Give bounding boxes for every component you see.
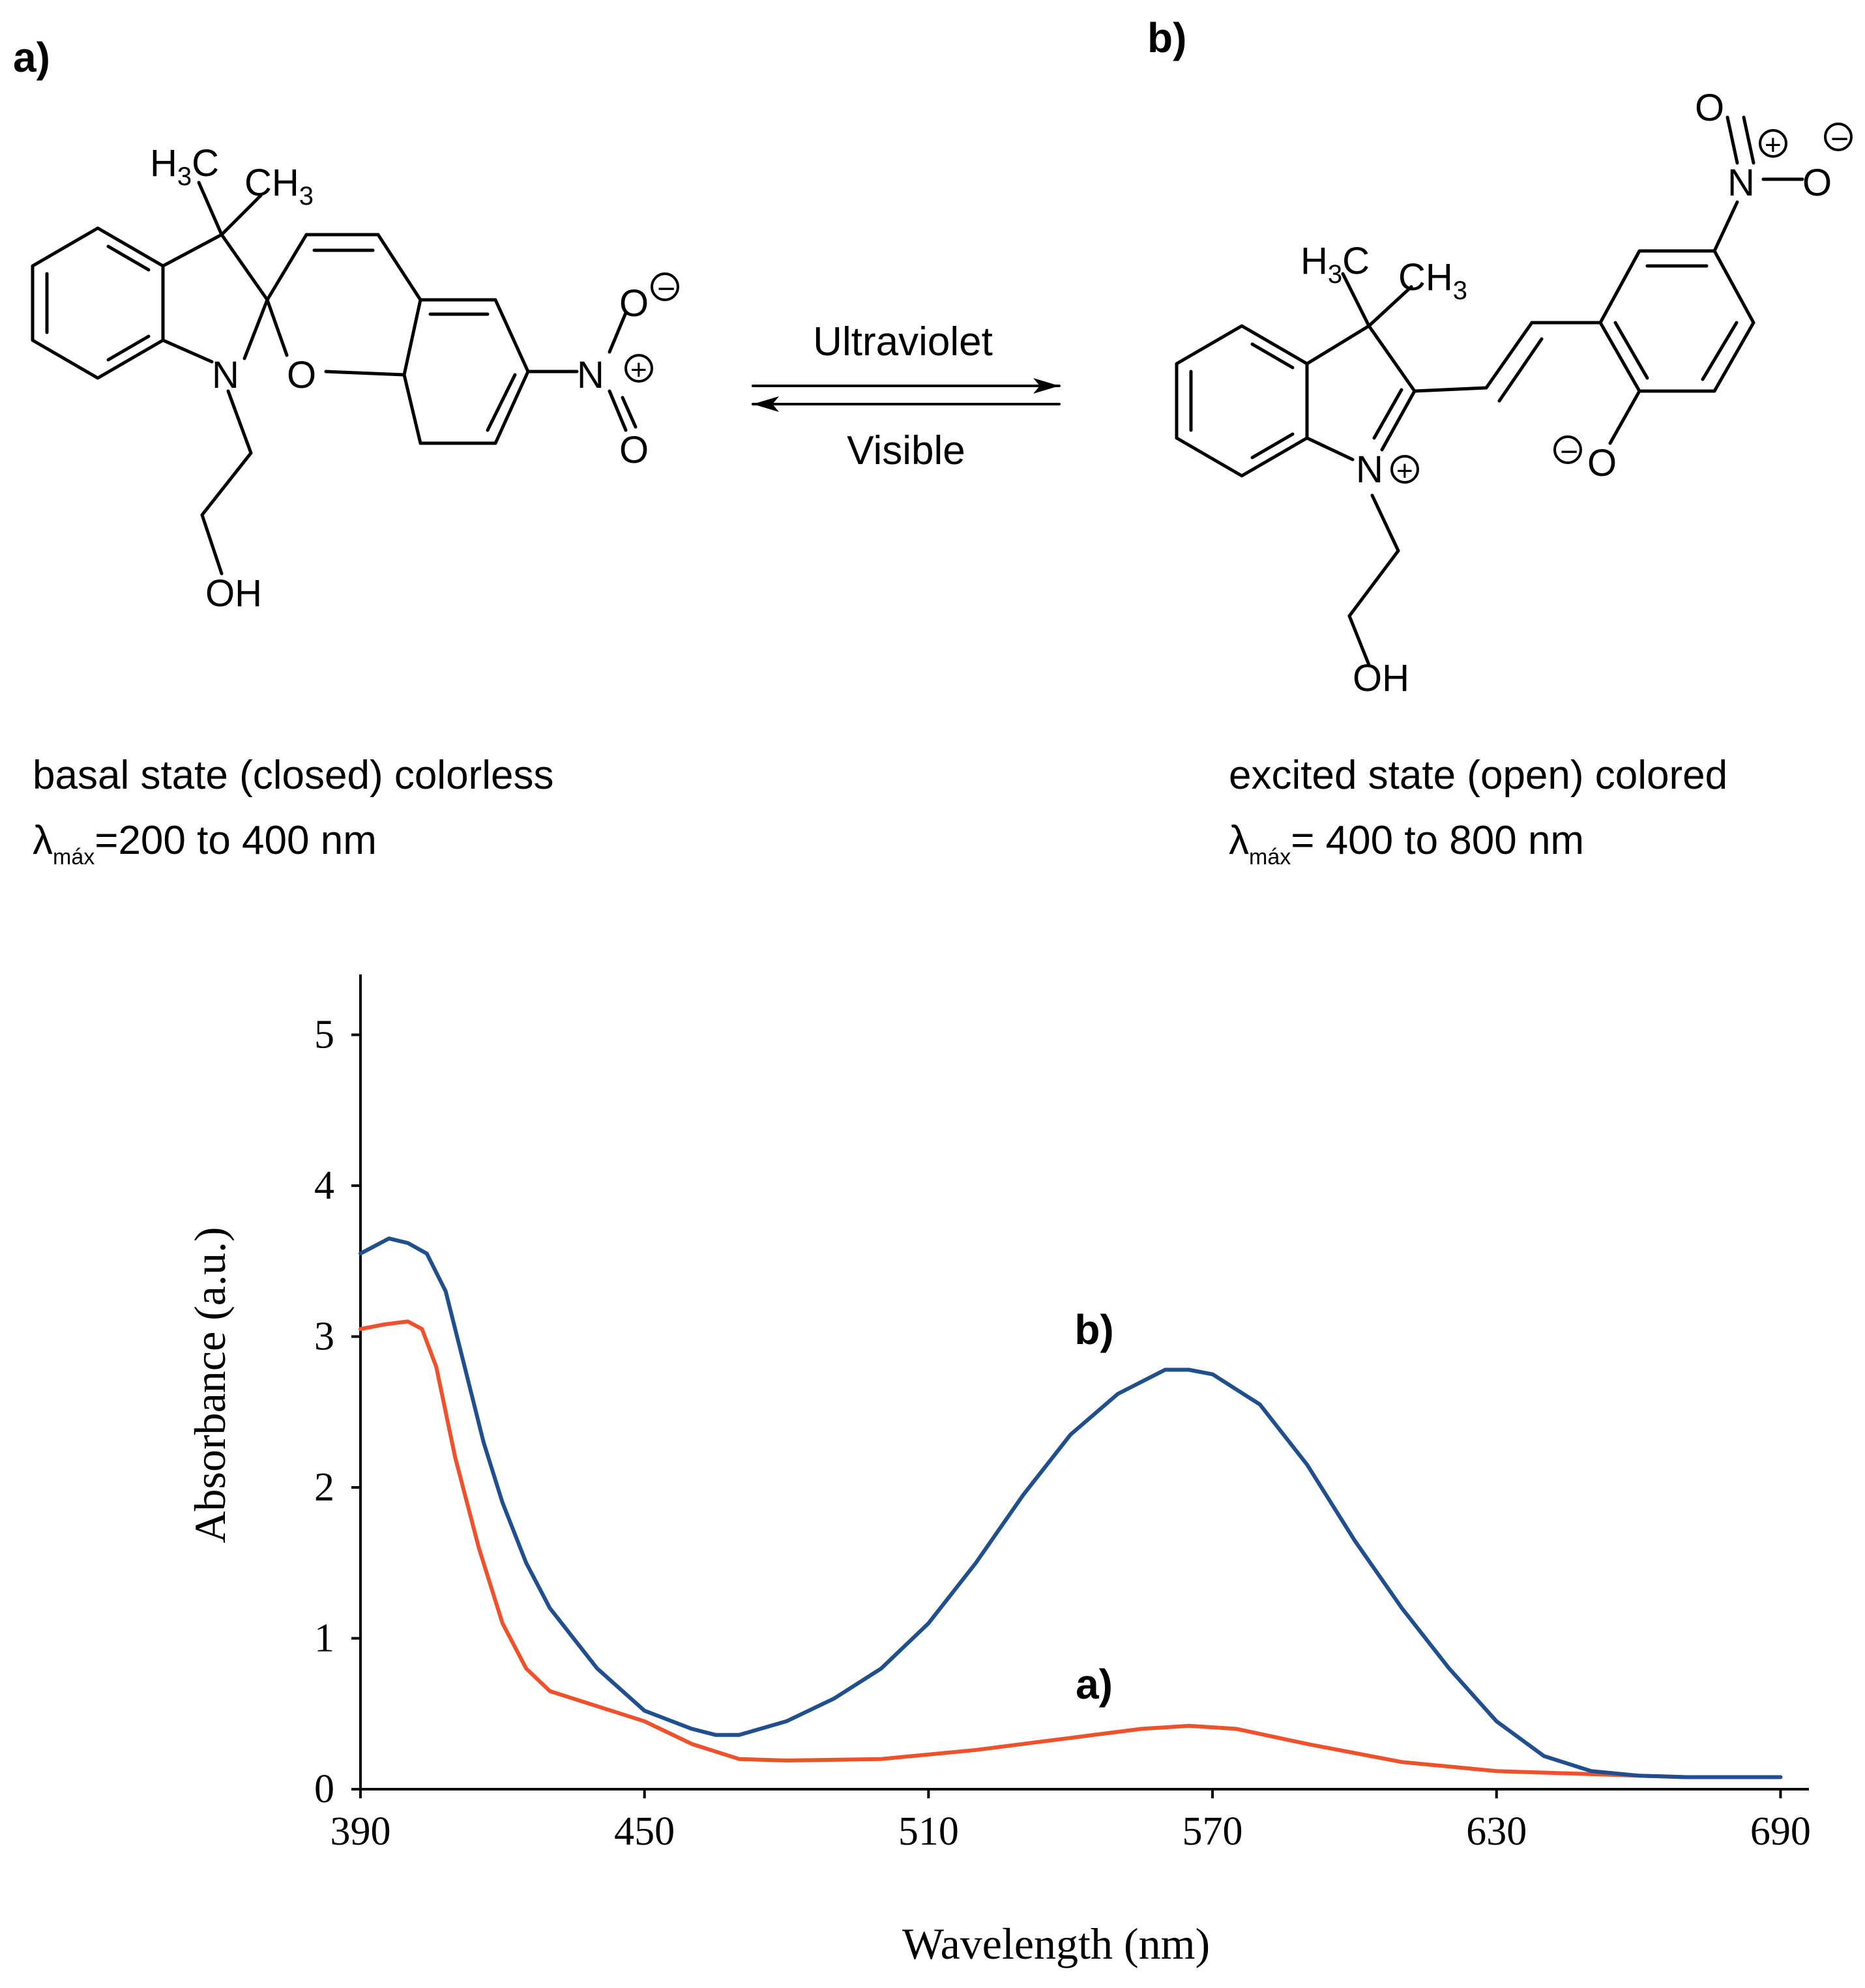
y-tick-label: 2 (314, 1465, 334, 1510)
h3c-label-a: H3C (150, 142, 219, 191)
x-axis-title: Wavelength (nm) (902, 1919, 1210, 1968)
o-ring-atom-a: O (287, 354, 316, 396)
panel-b-structure: b) (1147, 14, 1853, 870)
caption-b-line2: λmáx= 400 to 800 nm (1229, 818, 1584, 870)
chromene-ring-a (265, 233, 638, 445)
panel-a-structure: a) (13, 34, 679, 870)
caption-b-line1: excited state (open) colored (1229, 753, 1727, 798)
x-tick-label: 570 (1182, 1809, 1243, 1854)
n-plus-charge-b: + (1396, 455, 1413, 487)
series-annotation-label: b) (1074, 1306, 1113, 1353)
x-ticks: 390 450 510 570 630 690 (330, 1789, 1811, 1854)
oh-label-a: OH (205, 572, 262, 615)
y-tick-label: 5 (314, 1013, 334, 1057)
benzene-ring-a (31, 226, 165, 380)
o-right-atom-b: O (1802, 162, 1832, 204)
reverse-arrow-head (753, 396, 779, 412)
ultraviolet-label: Ultraviolet (813, 319, 993, 364)
benzene-ring-b (1175, 324, 1309, 478)
y-axis-title: Absorbance (a.u.) (185, 1227, 235, 1543)
n-nitro-atom-b: N (1727, 162, 1755, 204)
y-tick-label: 0 (314, 1767, 334, 1811)
series-line-a (359, 1319, 1783, 1779)
ch3-label-b: CH3 (1398, 256, 1467, 305)
minus-charge-circle-a (651, 272, 679, 301)
x-tick-label: 450 (614, 1809, 675, 1854)
o-top-atom-a: O (619, 282, 649, 325)
plus-charge-circle-a (624, 354, 653, 383)
equilibrium-arrows: Ultraviolet Visible (752, 319, 1061, 473)
nitro-plus-charge-b: + (1765, 129, 1782, 161)
indolium-ring-b (1305, 272, 1417, 667)
o-right-minus-circle-b (1824, 123, 1853, 151)
n-atom-a: N (212, 354, 239, 396)
indoline-ring-a (161, 181, 269, 576)
o-minus-circle-b (1553, 435, 1582, 464)
n-plus-circle-b (1390, 455, 1419, 484)
o-right-minus-charge-b: − (1830, 122, 1849, 156)
o-left-atom-b: O (1695, 87, 1724, 129)
nitro-plus-circle-b (1759, 129, 1787, 158)
caption-a-line1: basal state (closed) colorless (33, 753, 553, 798)
x-tick-label: 630 (1466, 1809, 1527, 1854)
series-annotation-label: a) (1076, 1661, 1113, 1708)
o-minus-charge-b: − (1560, 435, 1578, 469)
o-phenolate-atom-b: O (1587, 442, 1617, 484)
x-tick-label: 510 (898, 1809, 959, 1854)
x-tick-label: 390 (330, 1809, 391, 1854)
plus-charge-a: + (630, 354, 647, 386)
series-layer (359, 1236, 1783, 1779)
n-nitro-atom-a: N (577, 354, 604, 396)
absorbance-chart: 0 1 2 3 4 5 390 450 510 570 630 690 b) a) Wavelengt… (185, 974, 1811, 1968)
y-tick-label: 4 (314, 1163, 334, 1208)
annotation-layer: b) a) (1074, 1306, 1113, 1708)
oh-label-b: OH (1353, 657, 1409, 699)
phenolate-ring-b (1598, 115, 1804, 445)
panel-b-label: b) (1147, 14, 1186, 61)
forward-arrow-head (1033, 378, 1059, 394)
x-tick-label: 690 (1750, 1809, 1811, 1854)
y-ticks: 0 1 2 3 4 5 (314, 1013, 360, 1811)
visible-label: Visible (847, 428, 965, 473)
series-line-b (359, 1236, 1783, 1779)
h3c-label-b: H3C (1300, 240, 1370, 289)
ch3-label-a: CH3 (244, 162, 314, 211)
y-tick-label: 3 (314, 1315, 334, 1359)
n-atom-b: N (1356, 448, 1383, 491)
vinyl-bridge-b (1413, 321, 1602, 403)
o-bottom-atom-a: O (619, 429, 649, 471)
caption-a-line2: λmáx=200 to 400 nm (33, 818, 377, 870)
minus-charge-a: − (657, 272, 675, 306)
panel-a-label: a) (13, 34, 50, 81)
y-tick-label: 1 (314, 1616, 334, 1661)
